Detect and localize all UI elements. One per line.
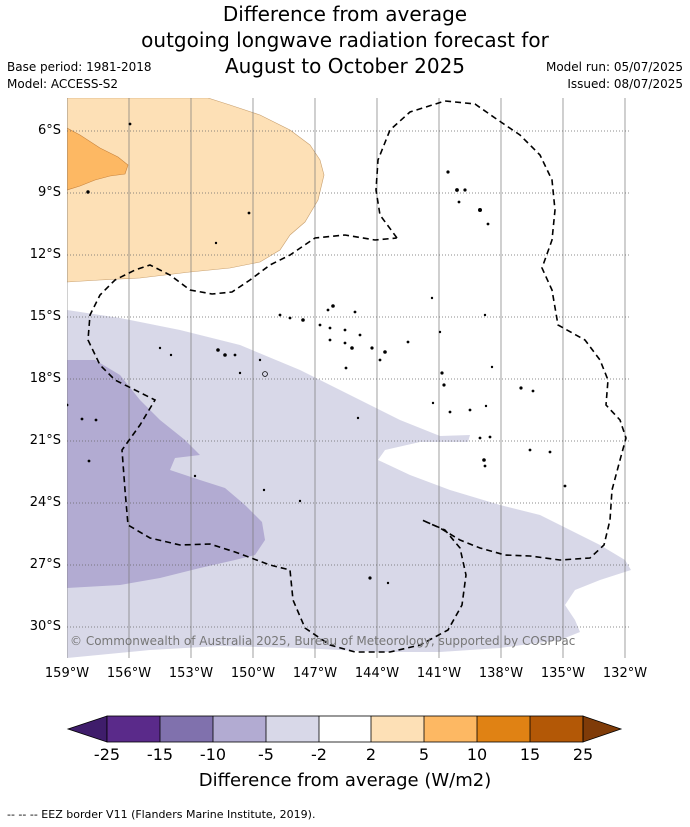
copyright-notice: © Commonwealth of Australia 2025, Bureau… [70, 634, 576, 648]
colorbar-tick: 10 [466, 745, 488, 764]
latitude-lines [67, 130, 631, 628]
colorbar-tick: -5 [258, 745, 274, 764]
lat-label: 12°S [29, 247, 61, 262]
colorbar-tick: -25 [93, 745, 121, 764]
islands [67, 122, 567, 585]
lon-label: 153°W [168, 666, 214, 681]
colorbar-bin-1 [107, 716, 160, 742]
title-line-1: Difference from average [222, 2, 468, 26]
lat-label: 15°S [29, 309, 61, 324]
title-line-2: outgoing longwave radiation forecast for [141, 28, 549, 52]
meta-left: Base period: 1981-2018 Model: ACCESS-S2 [7, 59, 152, 93]
colorbar-bin-4 [266, 716, 319, 742]
anomaly-region-pale-orange [67, 98, 325, 283]
colorbar-bin-8 [477, 716, 530, 742]
colorbar-tick: -10 [199, 745, 227, 764]
anomaly-region-light-purple [67, 310, 631, 658]
lon-label: 141°W [416, 666, 462, 681]
base-period: Base period: 1981-2018 [7, 60, 152, 74]
lat-label: 24°S [29, 495, 61, 510]
chart-title: Difference from average outgoing longwav… [0, 1, 690, 79]
lon-label: 147°W [292, 666, 338, 681]
colorbar-max-arrow [582, 715, 623, 743]
lon-label: 156°W [106, 666, 152, 681]
lon-label: 132°W [602, 666, 648, 681]
lon-label: 150°W [230, 666, 276, 681]
anomaly-region-medium-purple [67, 360, 265, 588]
colorbar-min-arrow [66, 715, 108, 743]
colorbar-title: Difference from average (W/m2) [198, 770, 492, 791]
lat-label: 6°S [37, 123, 61, 138]
lon-label: 135°W [540, 666, 586, 681]
colorbar-tick: 25 [572, 745, 594, 764]
lat-label: 27°S [29, 557, 61, 572]
model-name: Model: ACCESS-S2 [7, 77, 119, 91]
meta-right: Model run: 05/07/2025 Issued: 08/07/2025 [546, 59, 683, 93]
lon-label: 138°W [478, 666, 524, 681]
colorbar-bin-7 [424, 716, 477, 742]
issued-date: Issued: 08/07/2025 [567, 77, 683, 91]
lon-label: 159°W [44, 666, 90, 681]
colorbar-bin-6 [371, 716, 424, 742]
colorbar-bin-2 [160, 716, 213, 742]
lat-label: 18°S [29, 371, 61, 386]
colorbar-tick: 15 [519, 745, 541, 764]
colorbar [66, 715, 623, 743]
colorbar-tick: 2 [365, 745, 377, 764]
model-run: Model run: 05/07/2025 [545, 60, 683, 74]
title-line-3: August to October 2025 [224, 54, 466, 78]
colorbar-bin-5 [319, 716, 371, 742]
eez-legend: -- -- -- EEZ border V11 (Flanders Marine… [7, 808, 316, 821]
colorbar-tick: -15 [146, 745, 174, 764]
lat-label: 9°S [37, 185, 61, 200]
lat-label: 21°S [29, 433, 61, 448]
lon-label: 144°W [354, 666, 400, 681]
colorbar-bin-3 [213, 716, 266, 742]
colorbar-tick: -2 [311, 745, 327, 764]
lat-label: 30°S [29, 619, 61, 634]
anomaly-region-orange [67, 127, 129, 191]
colorbar-tick: 5 [418, 745, 430, 764]
colorbar-bin-9 [530, 716, 583, 742]
eez-border [87, 100, 627, 653]
